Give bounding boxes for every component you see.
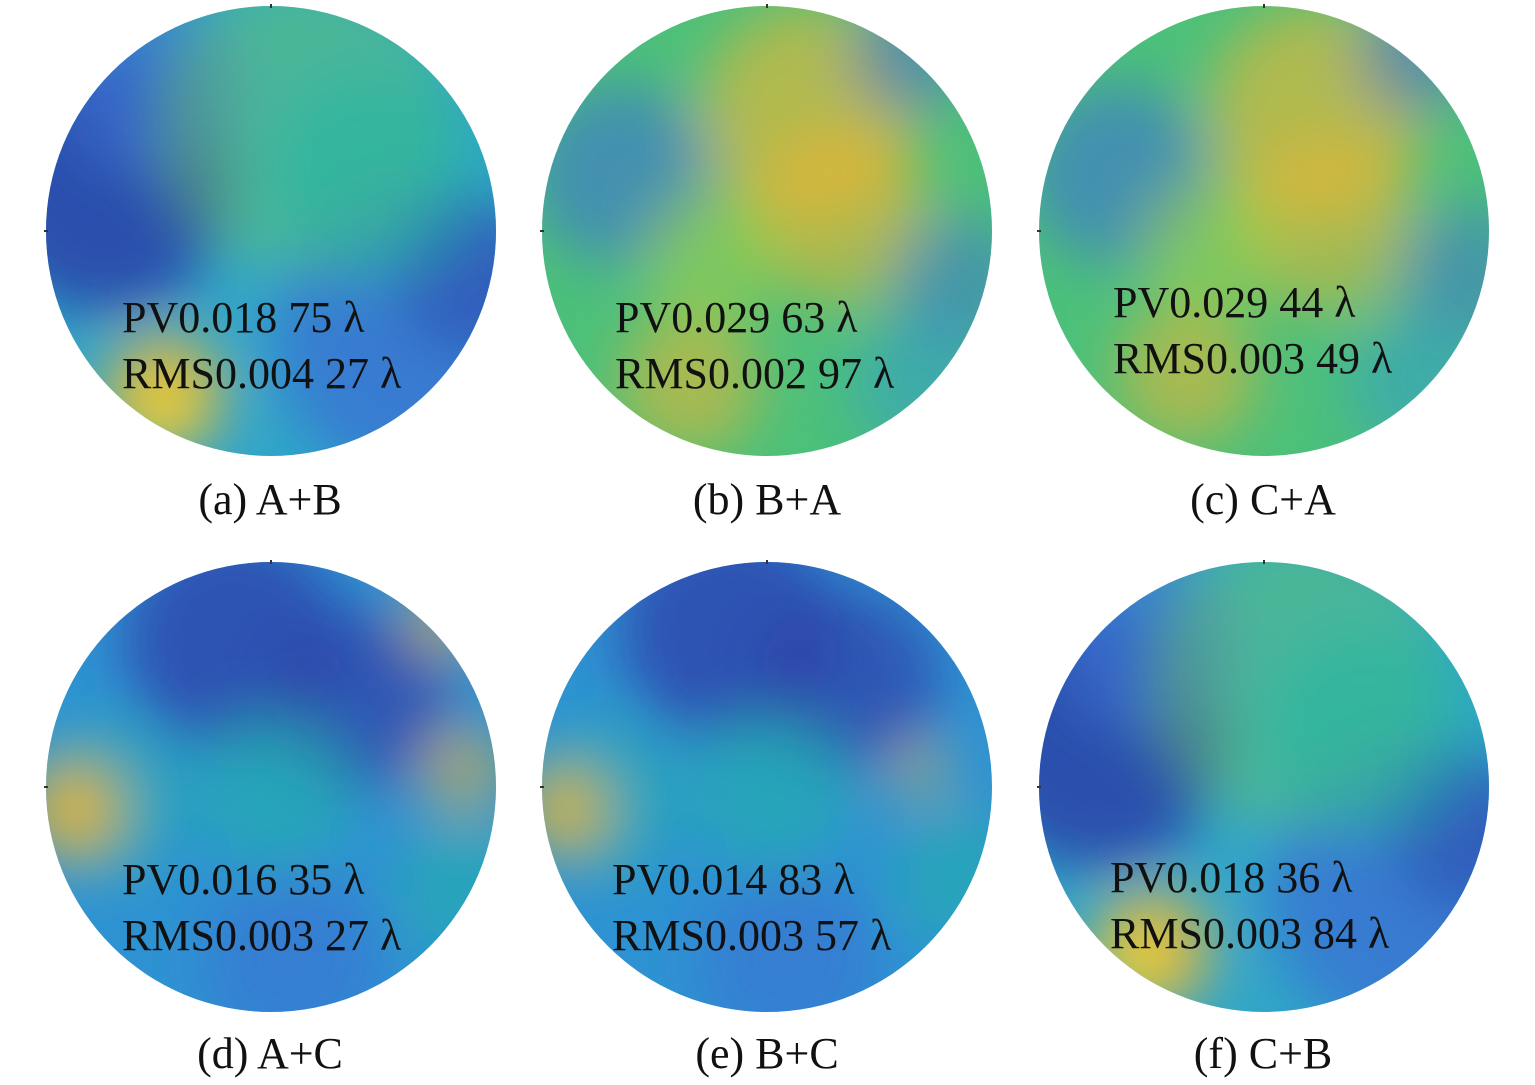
map-region-e-2 xyxy=(690,710,850,870)
map-tick-top-a xyxy=(270,4,272,8)
caption-b: (b) B+A xyxy=(692,475,842,524)
map-region-b-6 xyxy=(640,184,780,324)
caption-e: (e) B+C xyxy=(695,1029,839,1078)
map-region-c-4 xyxy=(1397,204,1489,344)
map-region-e-7 xyxy=(890,810,992,950)
rms-value-c: RMS0.003 49 λ xyxy=(1113,334,1393,383)
map-region-d-8 xyxy=(394,820,496,960)
pv-value-d: PV0.016 35 λ xyxy=(122,855,365,904)
map-region-c-1 xyxy=(1237,134,1417,314)
map-tick-top-b xyxy=(766,4,768,8)
map-tick-left-d xyxy=(44,786,48,788)
map-region-d-6 xyxy=(404,580,484,660)
caption-f: (f) C+B xyxy=(1193,1029,1333,1078)
caption-d: (d) A+C xyxy=(197,1029,343,1078)
map-tick-left-b xyxy=(540,230,544,232)
map-tick-top-e xyxy=(766,560,768,564)
rms-value-f: RMS0.003 84 λ xyxy=(1110,909,1390,958)
wavefront-map-f xyxy=(1037,560,1489,1012)
map-region-d-5 xyxy=(419,725,496,815)
map-region-e-5 xyxy=(890,740,950,800)
wavefront-map-d xyxy=(44,560,496,1012)
rms-value-a: RMS0.004 27 λ xyxy=(122,349,402,398)
map-tick-left-e xyxy=(540,786,544,788)
rms-value-e: RMS0.003 57 λ xyxy=(612,911,892,960)
wavefront-map-b xyxy=(540,4,992,456)
map-region-f-5 xyxy=(1257,620,1477,840)
pv-value-a: PV0.018 75 λ xyxy=(122,293,365,342)
pv-value-e: PV0.014 83 λ xyxy=(612,855,855,904)
caption-a: (a) A+B xyxy=(198,475,342,524)
pv-value-c: PV0.029 44 λ xyxy=(1113,278,1356,327)
map-region-b-5 xyxy=(620,314,760,454)
rms-value-d: RMS0.003 27 λ xyxy=(122,911,402,960)
map-region-c-6 xyxy=(1137,174,1277,314)
map-tick-left-f xyxy=(1037,786,1041,788)
map-tick-left-a xyxy=(44,230,48,232)
map-tick-left-c xyxy=(1037,230,1041,232)
pv-value-b: PV0.029 63 λ xyxy=(615,293,858,342)
map-tick-top-f xyxy=(1263,560,1265,564)
map-tick-top-c xyxy=(1263,4,1265,8)
map-region-b-1 xyxy=(750,124,930,304)
map-region-a-5 xyxy=(264,64,484,284)
map-region-d-2 xyxy=(194,710,354,870)
wavefront-map-e xyxy=(540,560,992,1012)
pv-value-f: PV0.018 36 λ xyxy=(1110,853,1353,902)
wavefront-map-a xyxy=(44,4,496,456)
rms-value-b: RMS0.002 97 λ xyxy=(615,349,895,398)
wavefront-map-c xyxy=(1037,4,1489,456)
map-region-c-5 xyxy=(1117,304,1257,444)
map-tick-top-d xyxy=(270,560,272,564)
caption-c: (c) C+A xyxy=(1190,475,1336,524)
